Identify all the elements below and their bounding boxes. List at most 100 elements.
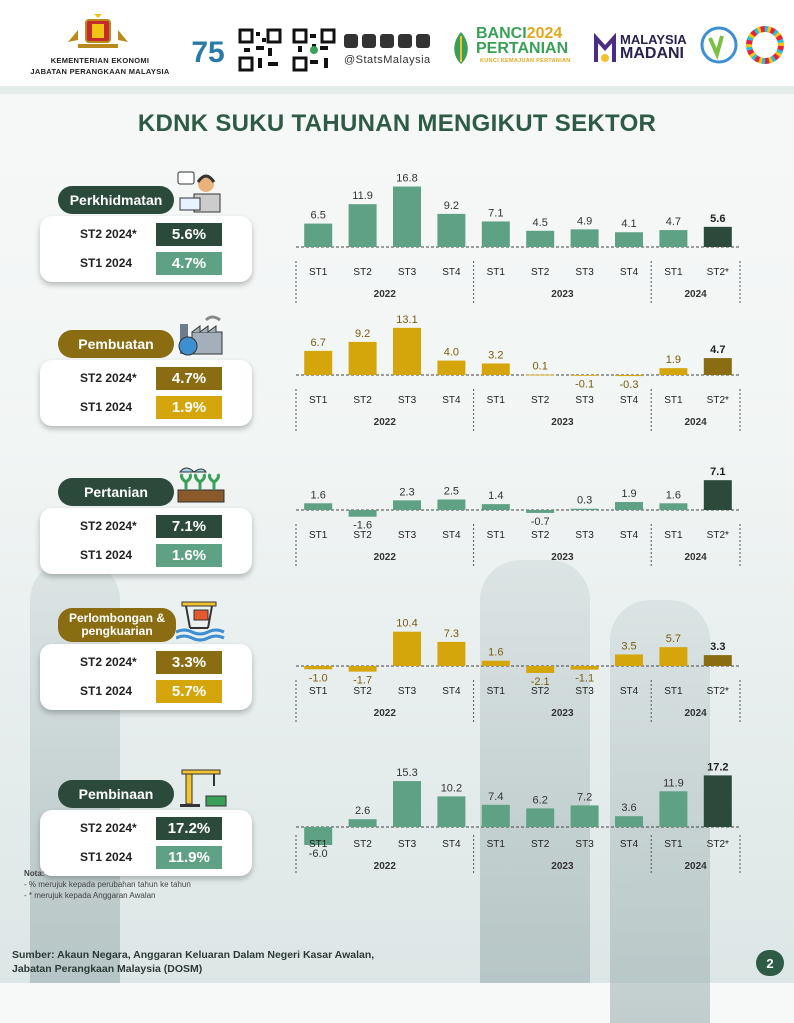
tick-label: ST3: [398, 267, 417, 278]
banci-year: 2024: [526, 25, 563, 42]
bar: [304, 827, 333, 845]
data-label: 3.3: [710, 641, 725, 653]
notes-heading: Nota:: [24, 869, 45, 878]
banci-word: BANCI: [476, 25, 527, 42]
st1-value-badge: 4.7%: [156, 252, 222, 275]
st1-row: ST1 2024 11.9%: [40, 846, 252, 870]
tick-label: ST4: [442, 395, 461, 406]
data-label: -0.3: [620, 379, 639, 391]
sdg-wheel-icon: [746, 26, 784, 64]
bar: [393, 631, 421, 666]
data-label: 7.3: [444, 628, 459, 640]
st1-row: ST1 2024 1.6%: [40, 544, 252, 568]
year-label: 2022: [374, 552, 397, 563]
bar: [393, 327, 421, 375]
tick-label: ST3: [575, 530, 594, 541]
qr-code-icon[interactable]: [238, 28, 282, 72]
sector-summary-card: ST2 2024* 4.7% ST1 2024 1.9%: [40, 360, 252, 426]
tick-label: ST1: [487, 530, 506, 541]
tick-label: ST2*: [707, 839, 729, 850]
construction-crane-icon: [180, 769, 227, 807]
year-label: 2022: [374, 708, 397, 719]
tick-label: ST3: [575, 395, 594, 406]
st2-row: ST2 2024* 4.7%: [40, 367, 252, 391]
bar: [348, 819, 377, 827]
year-label: 2024: [684, 417, 707, 428]
background-tower: [480, 560, 590, 983]
data-label: 1.4: [488, 490, 503, 502]
tick-label: ST2: [531, 267, 550, 278]
social-handle[interactable]: @StatsMalaysia: [344, 54, 431, 66]
data-label: 15.3: [396, 767, 417, 779]
source-line1: Sumber: Akaun Negara, Anggaran Keluaran …: [12, 949, 375, 961]
tick-label: ST1: [664, 395, 683, 406]
tiktok-icon[interactable]: [416, 34, 430, 48]
data-label: 11.9: [352, 190, 373, 202]
sector-title-pill: Perkhidmatan: [58, 186, 174, 214]
x-icon[interactable]: [380, 34, 394, 48]
bar: [615, 232, 643, 247]
tick-label: ST3: [398, 839, 417, 850]
st2-row: ST2 2024* 3.3%: [40, 651, 252, 675]
bar: [304, 666, 333, 670]
data-label: 4.0: [444, 347, 459, 359]
youtube-icon[interactable]: [398, 34, 412, 48]
tick-label: ST4: [620, 267, 639, 278]
data-label: -0.1: [575, 378, 594, 390]
page-title: KDNK SUKU TAHUNAN MENGIKUT SEKTOR: [137, 110, 657, 137]
sector-title-pill: Perlombongan & pengkuarian: [58, 608, 176, 642]
tick-label: ST3: [575, 267, 594, 278]
source-line2: Jabatan Perangkaan Malaysia (DOSM): [12, 963, 203, 975]
tick-label: ST2*: [707, 686, 729, 697]
bar: [393, 781, 421, 827]
anniversary-badge-icon: 75: [186, 26, 230, 70]
qr-code-icon[interactable]: [292, 28, 336, 72]
st2-row: ST2 2024* 7.1%: [40, 515, 252, 539]
st1-label: ST1 2024: [80, 548, 133, 562]
notes-line2: - * merujuk kepada Anggaran Awalan: [24, 891, 156, 900]
tick-label: ST4: [442, 839, 461, 850]
year-label: 2024: [684, 552, 707, 563]
madani-line1: MALAYSIA: [620, 32, 687, 47]
tick-label: ST1: [664, 530, 683, 541]
data-label: 4.1: [621, 218, 636, 230]
banci-tagline: KUNCI KEMAJUAN PERTANIAN: [480, 58, 571, 64]
year-label: 2022: [374, 861, 397, 872]
tick-label: ST2: [531, 530, 550, 541]
bar: [615, 375, 643, 377]
dosm-75-logo: 75: [186, 26, 230, 70]
sector-name: Perkhidmatan: [69, 191, 163, 208]
data-label: 10.2: [441, 782, 462, 794]
madani-line2: MADANI: [620, 45, 684, 62]
tick-label: ST4: [442, 530, 461, 541]
data-label: 0.1: [533, 361, 548, 373]
tick-label: ST2: [353, 530, 372, 541]
agency-line1: KEMENTERIAN EKONOMI: [50, 56, 150, 65]
st2-value-badge: 3.3%: [156, 651, 222, 674]
data-label: 6.7: [311, 337, 326, 349]
data-label: 4.7: [666, 216, 681, 228]
malaysia-crest-icon: [68, 14, 128, 48]
header-divider: [0, 86, 794, 94]
data-label: 9.2: [444, 200, 459, 212]
background-tower: [610, 600, 710, 1023]
bar: [570, 375, 599, 376]
facebook-icon[interactable]: [362, 34, 376, 48]
year-label: 2022: [374, 289, 397, 300]
instagram-icon[interactable]: [344, 34, 358, 48]
sector-name: Pembuatan: [78, 335, 154, 352]
tick-label: ST1: [309, 686, 328, 697]
page-number: 2: [756, 950, 784, 976]
oil-rig-icon: [176, 601, 225, 642]
tick-label: ST3: [398, 530, 417, 541]
leaf-icon: [454, 32, 468, 64]
st2-value-badge: 17.2%: [156, 817, 222, 840]
bar: [526, 374, 555, 376]
data-label: 4.7: [710, 344, 725, 356]
data-label: -6.0: [309, 848, 328, 860]
bar: [304, 350, 333, 375]
bar: [570, 229, 599, 247]
st1-row: ST1 2024 4.7%: [40, 252, 252, 276]
bar: [526, 230, 555, 247]
bar: [481, 504, 510, 510]
